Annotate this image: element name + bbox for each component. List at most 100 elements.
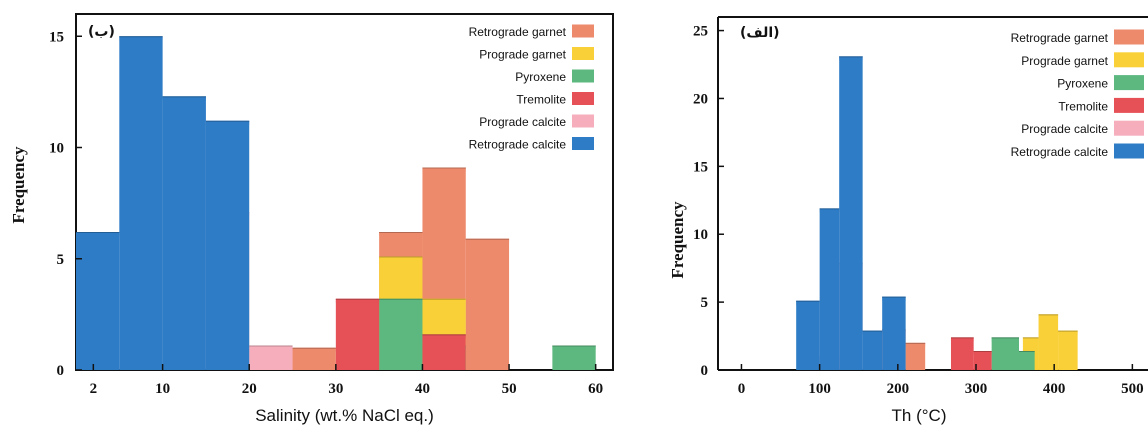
bar-tremolite-0 — [335, 298, 380, 370]
legend-label: Tremolite — [1058, 99, 1108, 113]
legend-label: Prograde garnet — [1021, 54, 1108, 68]
legend-swatch — [572, 137, 594, 150]
legend-label: Tremolite — [516, 93, 566, 107]
x-tick-label: 300 — [965, 381, 988, 397]
bar-tremolite-1 — [973, 350, 992, 370]
bar-pyroxene-2 — [552, 345, 596, 370]
bar-highlight — [1058, 330, 1078, 335]
bar-retrograde-calcite-3 — [862, 330, 883, 370]
legend-label: Prograde garnet — [479, 48, 566, 62]
bar-highlight — [950, 337, 974, 342]
bar-tremolite-1 — [422, 334, 466, 370]
legend-label: Retrograde calcite — [1011, 145, 1109, 159]
bar-pyroxene-0 — [379, 298, 423, 370]
bar-retrograde-garnet-1 — [905, 342, 926, 370]
bar-highlight — [335, 298, 380, 303]
legend-swatch — [572, 24, 594, 38]
legend-swatch — [1114, 75, 1144, 91]
bar-retrograde-calcite-2 — [162, 96, 206, 370]
bar-highlight — [1022, 337, 1039, 342]
bar-highlight — [1038, 314, 1059, 319]
bar-pyroxene-1 — [1019, 350, 1035, 370]
legend-swatch — [1114, 29, 1144, 45]
x-tick-label: 50 — [502, 381, 517, 397]
x-axis-title: Th (°C) — [892, 406, 947, 425]
y-axis-title: Frequency — [668, 201, 687, 279]
y-tick-label: 0 — [57, 363, 65, 379]
bar-highlight — [205, 120, 250, 125]
x-tick-label: 2 — [90, 381, 98, 397]
bar-highlight — [465, 238, 510, 243]
x-tick-label: 40 — [415, 381, 430, 397]
bar-highlight — [991, 337, 1019, 342]
bar-retrograde-garnet-0 — [292, 347, 336, 370]
bar-highlight — [422, 167, 466, 172]
x-axis-title: Salinity (wt.% NaCl eq.) — [255, 406, 434, 425]
bar-retrograde-calcite-1 — [119, 36, 163, 370]
legend-swatch — [572, 92, 594, 105]
bar-highlight — [552, 345, 596, 350]
legend-label: Pyroxene — [515, 70, 566, 84]
x-tick-label: 10 — [155, 381, 170, 397]
bar-highlight — [862, 330, 883, 335]
bar-highlight — [839, 56, 863, 61]
salinity-histogram-panel: 0 5 10 15 2 10 20 30 40 50 60 Salinity (wt.% NaCl e… — [9, 13, 614, 425]
bar-prograde-garnet-1 — [1038, 314, 1059, 370]
legend-swatch — [1114, 97, 1144, 113]
bar-highlight — [379, 232, 423, 237]
bar-retrograde-calcite-0 — [76, 232, 120, 370]
bar-retrograde-calcite-4 — [882, 296, 906, 370]
x-tick-label: 100 — [808, 381, 831, 397]
x-tick-label: 30 — [328, 381, 343, 397]
bar-highlight — [1019, 350, 1035, 355]
bar-pyroxene-0 — [991, 337, 1019, 370]
bar-highlight — [819, 208, 840, 213]
y-tick-label: 10 — [49, 141, 64, 157]
y-tick-label: 25 — [693, 24, 708, 40]
y-tick-label: 0 — [701, 363, 709, 379]
bar-highlight — [379, 298, 423, 303]
bar-highlight — [379, 256, 423, 261]
x-tick-label: 60 — [588, 381, 603, 397]
legend-label: Retrograde garnet — [1011, 31, 1109, 45]
panel-label: (الف) — [740, 25, 780, 41]
y-tick-label: 10 — [693, 227, 708, 243]
bar-highlight — [119, 36, 163, 41]
x-tick-label: 400 — [1043, 381, 1066, 397]
legend-swatch — [572, 47, 594, 60]
th-histogram-panel: 0 5 10 15 20 25 0 100 200 300 400 500 Th (°C) Frequen… — [668, 16, 1148, 425]
bar-tremolite-0 — [950, 337, 974, 370]
legend-label: Retrograde garnet — [469, 25, 567, 39]
bar-retrograde-calcite-0 — [796, 300, 820, 370]
y-tick-label: 15 — [693, 159, 708, 175]
bar-retrograde-calcite-3 — [205, 120, 250, 370]
bar-retrograde-garnet-3 — [465, 238, 510, 370]
legend-swatch — [1114, 120, 1144, 136]
bar-highlight — [292, 347, 336, 352]
bar-retrograde-calcite-1 — [819, 208, 840, 370]
y-tick-label: 5 — [701, 295, 709, 311]
legend-label: Pyroxene — [1057, 77, 1108, 91]
y-tick-label: 20 — [693, 91, 708, 107]
y-axis-title: Frequency — [9, 146, 28, 224]
x-tick-label: 20 — [242, 381, 257, 397]
bar-retrograde-calcite-2 — [839, 56, 863, 370]
bar-highlight — [796, 300, 820, 305]
x-tick-label: 500 — [1121, 381, 1144, 397]
legend-label: Retrograde calcite — [469, 138, 567, 152]
legend-swatch — [1114, 143, 1144, 159]
bar-highlight — [422, 334, 466, 339]
bar-highlight — [882, 296, 906, 301]
bar-highlight — [249, 345, 293, 350]
legend-swatch — [572, 114, 594, 128]
legend-swatch — [572, 69, 594, 83]
y-tick-label: 5 — [57, 252, 65, 268]
bar-highlight — [162, 96, 206, 101]
bar-prograde-calcite-1 — [249, 345, 293, 370]
bar-prograde-garnet-2 — [1058, 330, 1078, 370]
bar-highlight — [905, 342, 926, 347]
bar-highlight — [422, 298, 466, 303]
y-tick-label: 15 — [49, 29, 64, 45]
bar-highlight — [973, 350, 992, 355]
